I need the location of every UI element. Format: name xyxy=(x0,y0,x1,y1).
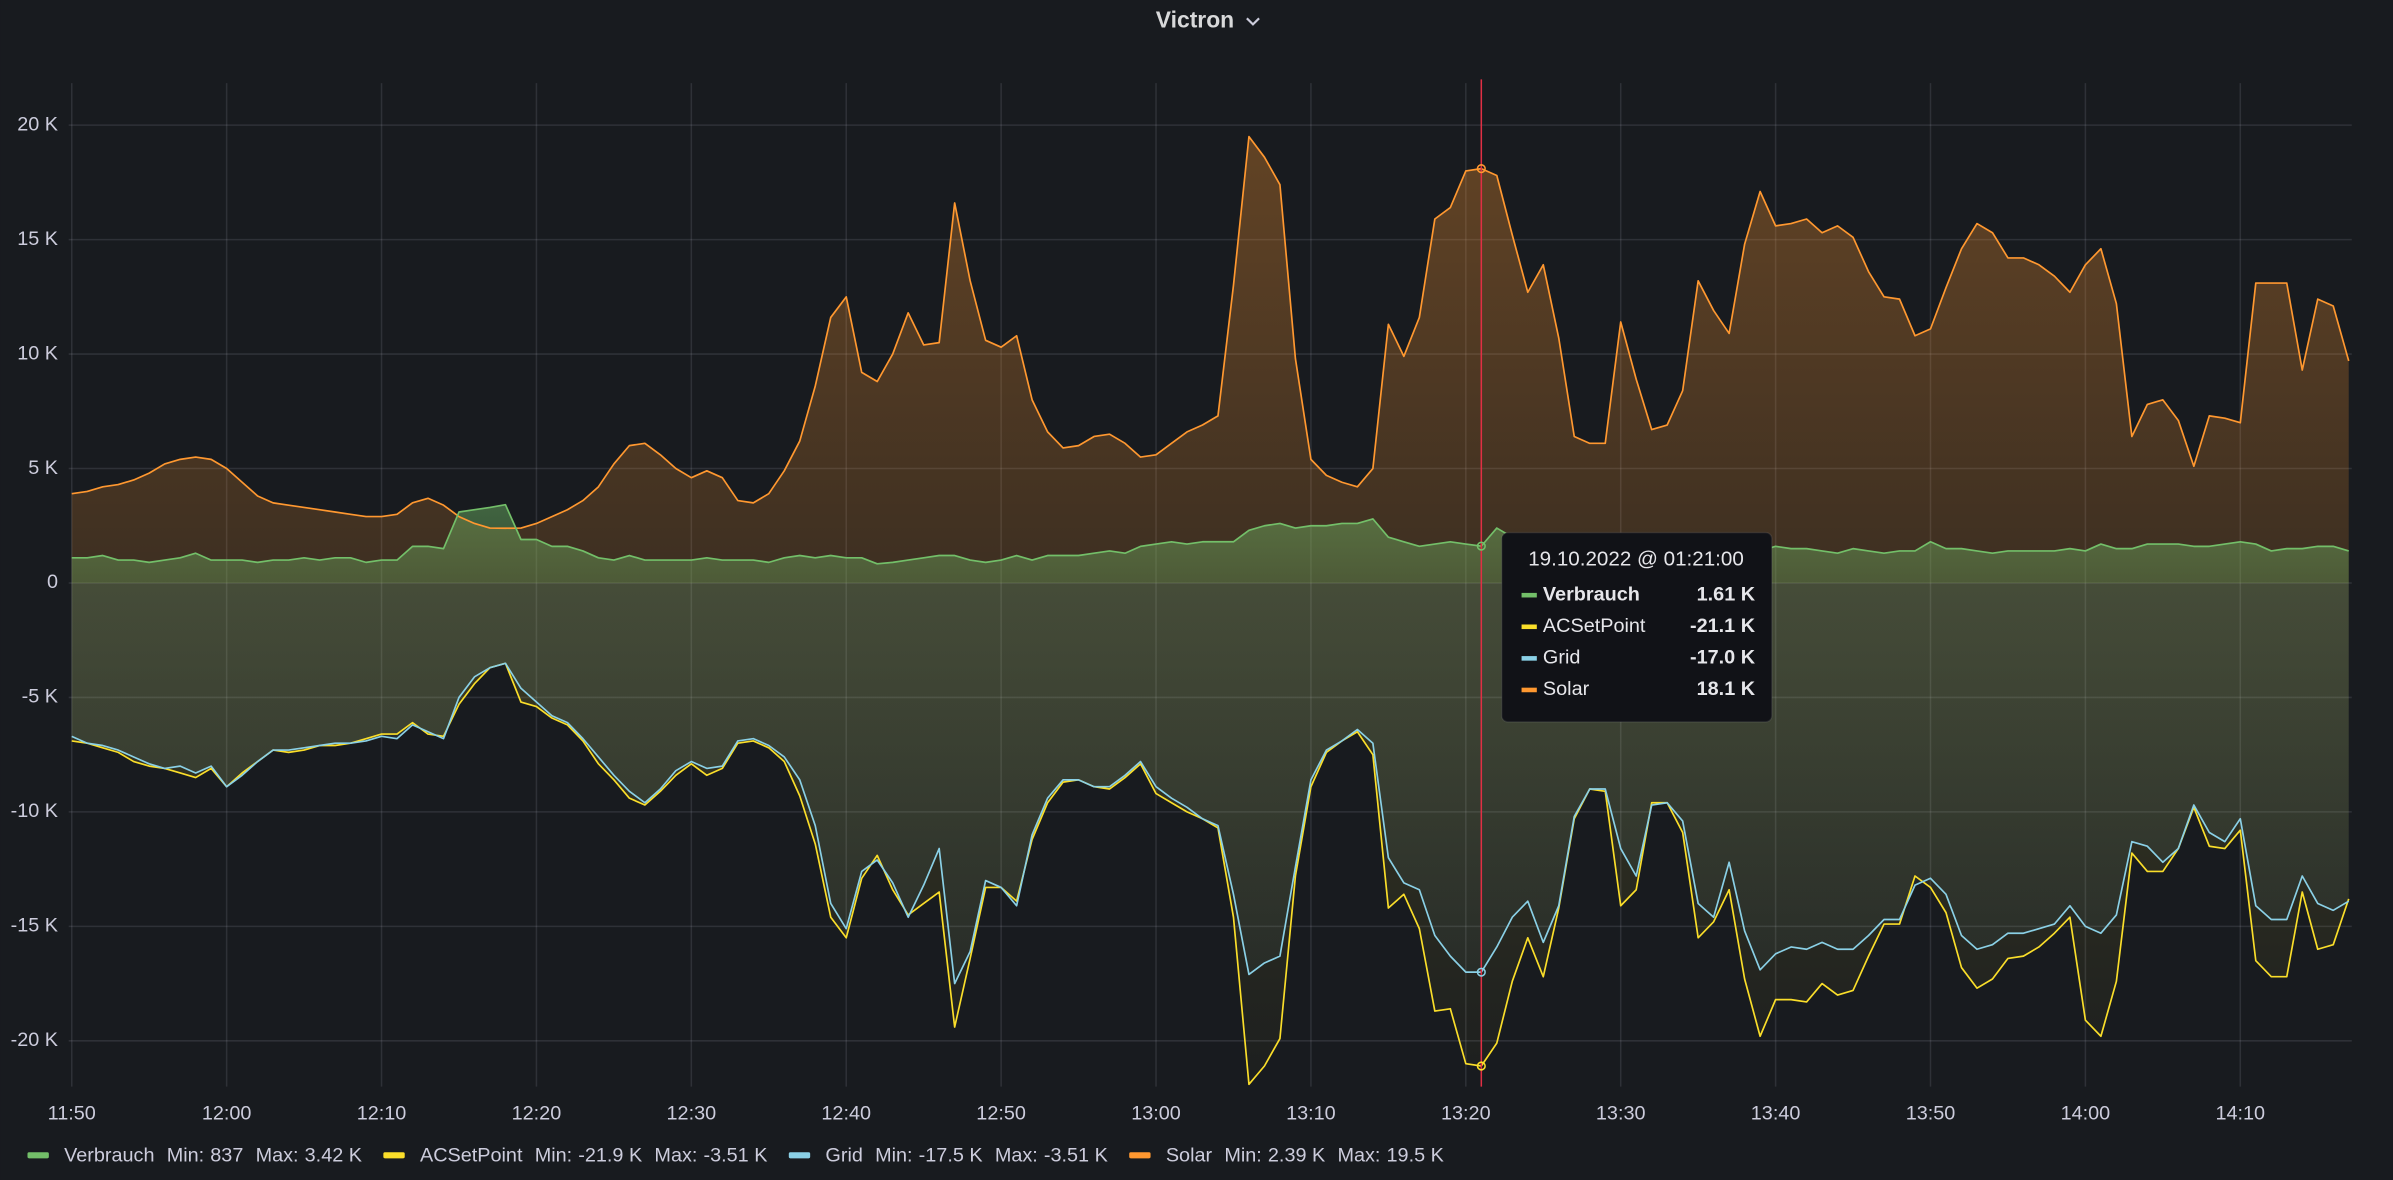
legend-swatch xyxy=(788,1152,811,1159)
area-fill xyxy=(71,582,2349,984)
series-line xyxy=(71,503,2349,565)
hover-point xyxy=(1476,541,1486,551)
y-tick-label: 10 K xyxy=(17,342,58,364)
x-tick-label: 13:50 xyxy=(1906,1102,1956,1124)
legend-swatch xyxy=(383,1152,405,1159)
hover-point xyxy=(1476,1061,1486,1071)
hover-point xyxy=(1476,967,1486,977)
area-fill xyxy=(71,504,2349,583)
x-tick-label: 12:00 xyxy=(202,1102,252,1124)
x-tick-label: 14:00 xyxy=(2061,1102,2111,1124)
x-tick-label: 11:50 xyxy=(48,1102,96,1124)
area-fill xyxy=(71,136,2349,583)
legend-min-label[interactable]: Min: xyxy=(875,1144,912,1166)
x-tick-label: 13:30 xyxy=(1596,1102,1646,1124)
tooltip-box xyxy=(1500,531,1773,723)
tooltip-value: 18.1 K xyxy=(1697,678,1756,700)
y-tick-label: -15 K xyxy=(11,915,58,937)
x-tick-label: 13:20 xyxy=(1441,1102,1491,1124)
legend-swatch xyxy=(27,1152,49,1159)
x-tick-label: 12:40 xyxy=(821,1102,871,1124)
legend-max-label[interactable]: Max: xyxy=(256,1144,299,1166)
tooltip-series: Solar xyxy=(1543,678,1590,700)
panel-title[interactable]: Victron xyxy=(1156,6,1234,32)
legend-max[interactable]: -3.51 K xyxy=(1044,1144,1108,1166)
legend-name[interactable]: ACSetPoint xyxy=(420,1144,523,1166)
legend-name[interactable]: Grid xyxy=(825,1144,862,1166)
x-tick-label: 12:50 xyxy=(976,1102,1026,1124)
y-tick-label: 20 K xyxy=(17,113,58,135)
legend-name[interactable]: Solar xyxy=(1166,1144,1213,1166)
x-tick-label: 12:30 xyxy=(667,1102,717,1124)
y-tick-label: -20 K xyxy=(11,1029,58,1051)
tooltip-value: -17.0 K xyxy=(1690,647,1756,669)
x-tick-label: 13:10 xyxy=(1286,1102,1336,1124)
legend-max[interactable]: 19.5 K xyxy=(1387,1144,1444,1166)
series-line xyxy=(71,135,2350,530)
legend-min-label[interactable]: Min: xyxy=(1224,1144,1261,1166)
tooltip-swatch xyxy=(1521,687,1537,693)
tooltip-series: Verbrauch xyxy=(1543,583,1640,605)
title-chevron[interactable] xyxy=(1246,17,1260,26)
y-tick-label: -5 K xyxy=(22,686,58,708)
tooltip-value: -21.1 K xyxy=(1690,615,1756,637)
legend-swatch xyxy=(1129,1152,1151,1159)
legend-min-label[interactable]: Min: xyxy=(535,1144,572,1166)
legend-min[interactable]: -17.5 K xyxy=(919,1144,983,1166)
tooltip-swatch xyxy=(1521,624,1537,630)
y-tick-label: -10 K xyxy=(11,800,58,822)
legend: Verbrauch Min: 837 Max: 3.42 K ACSetPoint Min:… xyxy=(27,1144,1444,1166)
legend-min[interactable]: 837 xyxy=(210,1144,243,1166)
tooltip-series: Grid xyxy=(1543,647,1580,669)
tooltip-swatch xyxy=(1521,592,1537,598)
legend-max[interactable]: 3.42 K xyxy=(305,1144,362,1166)
axes: -20 K -15 K -10 K -5 K 0 5 K 10 K 15 K 20 K 11:50… xyxy=(11,113,2266,1124)
lines xyxy=(71,135,2350,1086)
legend-max-label[interactable]: Max: xyxy=(995,1144,1038,1166)
x-tick-label: 13:40 xyxy=(1751,1102,1801,1124)
y-tick-label: 15 K xyxy=(17,228,58,250)
y-tick-label: 5 K xyxy=(28,457,58,479)
legend-name[interactable]: Verbrauch xyxy=(64,1144,154,1166)
tooltip-swatch xyxy=(1521,656,1537,661)
legend-min[interactable]: -21.9 K xyxy=(578,1144,642,1166)
tooltip: 19.10.2022 @ 01:21:00 Verbrauch 1.61 K ACSe… xyxy=(1476,79,1773,1087)
tooltip-title: 19.10.2022 @ 01:21:00 xyxy=(1528,548,1744,571)
x-tick-label: 14:10 xyxy=(2215,1102,2265,1124)
x-tick-label: 13:00 xyxy=(1131,1102,1181,1124)
x-tick-label: 12:20 xyxy=(512,1102,562,1124)
legend-max-label[interactable]: Max: xyxy=(654,1144,697,1166)
legend-min-label[interactable]: Min: xyxy=(167,1144,204,1166)
areas xyxy=(71,136,2349,1085)
legend-max[interactable]: -3.51 K xyxy=(704,1144,768,1166)
legend-max-label[interactable]: Max: xyxy=(1337,1144,1380,1166)
x-tick-label: 12:10 xyxy=(357,1102,407,1124)
hover-point xyxy=(1476,164,1486,174)
y-tick-label: 0 xyxy=(47,571,58,593)
series-line xyxy=(71,662,2350,985)
tooltip-value: 1.61 K xyxy=(1697,583,1756,605)
legend-min[interactable]: 2.39 K xyxy=(1268,1144,1325,1166)
tooltip-series: ACSetPoint xyxy=(1543,615,1646,637)
